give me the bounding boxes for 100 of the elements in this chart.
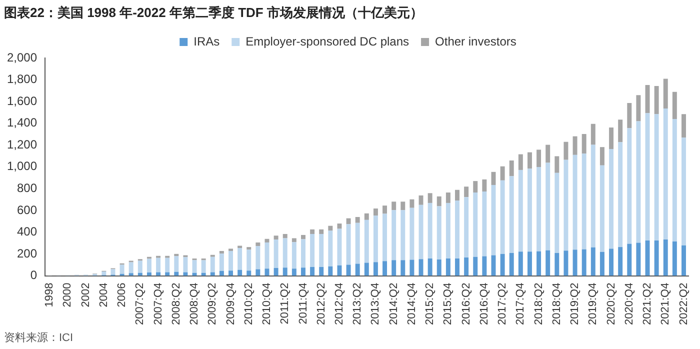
bar xyxy=(300,234,306,240)
bar xyxy=(672,92,677,119)
bar xyxy=(174,256,179,272)
y-tick-label: 1,000 xyxy=(7,159,38,174)
bar xyxy=(355,222,360,264)
x-tick-label: 2013:Q2 xyxy=(352,282,364,325)
bar xyxy=(146,272,152,276)
bar xyxy=(618,120,623,142)
bar xyxy=(428,202,432,258)
bar xyxy=(400,260,406,276)
x-tick-label: 2016:Q2 xyxy=(460,282,472,325)
bar xyxy=(210,256,215,272)
bar xyxy=(590,144,596,248)
bar xyxy=(554,252,560,276)
x-tick-label: 2015:Q4 xyxy=(442,282,454,325)
bar xyxy=(228,270,233,276)
x-tick-label: 2007:Q4 xyxy=(152,282,164,325)
bar xyxy=(355,264,360,276)
bar xyxy=(292,268,296,276)
x-tick-label: 2014:Q2 xyxy=(388,282,400,325)
bar xyxy=(455,190,460,201)
bar xyxy=(446,202,450,258)
bar xyxy=(473,181,478,192)
y-tick-label: 1,200 xyxy=(7,137,38,152)
bar xyxy=(609,127,614,150)
bar xyxy=(256,246,260,270)
bar xyxy=(238,248,242,270)
bar xyxy=(590,124,596,145)
bar xyxy=(491,184,496,256)
x-tick-label: 2011:Q2 xyxy=(279,282,292,324)
bar xyxy=(672,118,677,242)
text: 资料来源：ICI xyxy=(4,331,74,345)
bar xyxy=(546,144,550,163)
bar xyxy=(346,264,351,276)
x-tick-label: 2007:Q2 xyxy=(134,282,146,325)
bar xyxy=(663,240,668,276)
x-tick-label: 2002 xyxy=(80,282,92,308)
bar xyxy=(138,260,142,273)
x-tick-label: 2019:Q4 xyxy=(587,282,600,325)
x-tick-label: 2000 xyxy=(62,282,74,308)
bar xyxy=(618,142,623,248)
bar xyxy=(300,239,306,268)
bar xyxy=(536,150,542,168)
bar xyxy=(618,247,623,276)
bar xyxy=(128,262,134,274)
bar xyxy=(500,254,505,276)
x-tick-label: 2016:Q4 xyxy=(478,282,490,325)
x-tick-label: 2012:Q2 xyxy=(315,282,328,325)
bar xyxy=(554,172,560,253)
x-tick-label: 2010:Q4 xyxy=(261,282,274,325)
bar xyxy=(509,176,514,253)
x-tick-label: 2018:Q2 xyxy=(532,282,545,325)
bar xyxy=(102,272,106,276)
bar xyxy=(219,250,224,254)
bar xyxy=(609,149,614,249)
bar xyxy=(128,273,134,276)
bar xyxy=(392,210,396,260)
bar xyxy=(572,154,578,250)
bar xyxy=(590,247,596,276)
bar xyxy=(373,262,378,276)
x-tick-label: 2017:Q4 xyxy=(514,282,527,325)
y-tick-label: 800 xyxy=(17,180,38,195)
legend-label: Other investors xyxy=(435,34,516,48)
bar xyxy=(518,170,523,252)
legend-label: Employer-sponsored DC plans xyxy=(246,34,410,48)
bar xyxy=(682,138,686,246)
bar xyxy=(446,192,450,203)
bar xyxy=(428,258,432,276)
bar xyxy=(491,255,496,276)
bar xyxy=(346,224,351,265)
x-tick-label: 2019:Q2 xyxy=(569,282,582,325)
bar xyxy=(546,250,550,276)
bar xyxy=(373,208,378,216)
y-tick-label: 2,000 xyxy=(7,50,38,64)
bar xyxy=(319,266,324,276)
y-tick-label: 400 xyxy=(17,224,38,239)
bar xyxy=(364,220,369,263)
bar xyxy=(464,197,469,258)
y-tick-label: 600 xyxy=(17,202,38,217)
bar xyxy=(418,259,424,276)
y-tick-label: 1,800 xyxy=(7,72,38,86)
bar xyxy=(319,229,324,234)
x-tick-label: 2004 xyxy=(98,282,110,308)
x-tick-label: 2021:Q4 xyxy=(660,282,672,325)
bar xyxy=(554,156,560,173)
bar xyxy=(392,202,396,210)
bar xyxy=(600,147,604,166)
chart-title: 图表22：美国 1998 年-2022 年第二季度 TDF 市场发展情况（十亿美元） xyxy=(4,4,423,22)
bar xyxy=(355,216,360,223)
bar xyxy=(455,200,460,258)
bar xyxy=(382,214,388,262)
x-tick-label: 2014:Q4 xyxy=(406,282,418,325)
bar xyxy=(246,250,252,271)
bar xyxy=(654,240,659,276)
bar xyxy=(464,258,469,276)
x-tick-label: 2008:Q2 xyxy=(170,282,182,325)
x-tick-label: 2009:Q2 xyxy=(206,282,219,325)
bar xyxy=(418,195,424,205)
bar xyxy=(410,260,414,276)
bar xyxy=(600,252,604,276)
